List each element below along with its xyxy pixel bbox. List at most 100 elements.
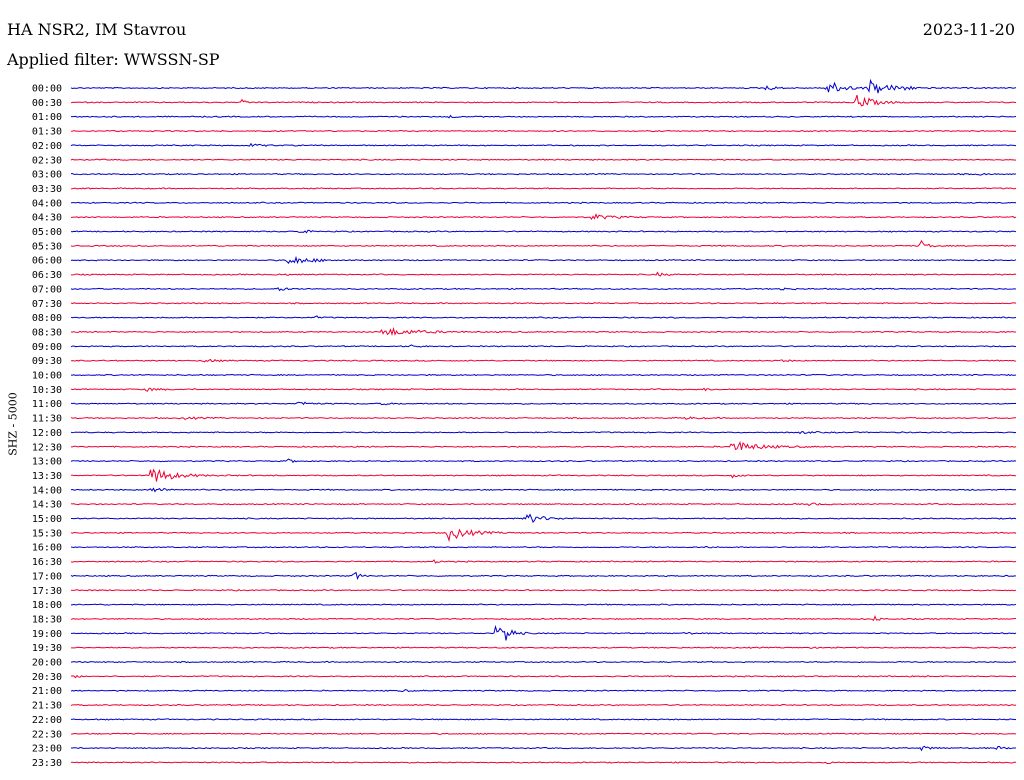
time-label-1530: 15:30 bbox=[32, 528, 62, 539]
trace-2130 bbox=[70, 703, 1017, 707]
trace-1500 bbox=[70, 513, 1017, 523]
time-label-1400: 14:00 bbox=[32, 485, 62, 496]
trace-1400 bbox=[70, 487, 1017, 493]
trace-0200 bbox=[70, 142, 1017, 147]
time-label-1100: 11:00 bbox=[32, 399, 62, 410]
station-title: HA NSR2, IM Stavrou bbox=[7, 20, 187, 39]
trace-0930 bbox=[70, 358, 1017, 363]
trace-1100 bbox=[70, 401, 1017, 406]
trace-0730 bbox=[70, 302, 1017, 305]
time-label-0230: 02:30 bbox=[32, 155, 62, 166]
time-label-1330: 13:30 bbox=[32, 471, 62, 482]
trace-0400 bbox=[70, 201, 1017, 204]
time-label-0030: 00:30 bbox=[32, 98, 62, 109]
time-label-2230: 22:30 bbox=[32, 729, 62, 740]
time-label-0000: 00:00 bbox=[32, 84, 62, 95]
trace-1830 bbox=[70, 615, 1017, 622]
trace-0430 bbox=[70, 213, 1017, 221]
trace-2100 bbox=[70, 689, 1017, 693]
time-label-2300: 23:00 bbox=[32, 744, 62, 755]
filter-label: Applied filter: WWSSN-SP bbox=[7, 50, 220, 69]
trace-2030 bbox=[70, 674, 1017, 679]
time-label-0900: 09:00 bbox=[32, 342, 62, 353]
time-label-1830: 18:30 bbox=[32, 614, 62, 625]
trace-1300 bbox=[70, 458, 1017, 464]
trace-0130 bbox=[70, 129, 1017, 133]
time-label-2200: 22:00 bbox=[32, 715, 62, 726]
trace-0830 bbox=[70, 326, 1016, 336]
time-label-1430: 14:30 bbox=[32, 500, 62, 511]
time-label-0830: 08:30 bbox=[32, 327, 62, 338]
trace-0330 bbox=[70, 187, 1017, 190]
time-label-1030: 10:30 bbox=[32, 385, 62, 396]
trace-0300 bbox=[70, 172, 1017, 176]
time-label-0330: 03:30 bbox=[32, 184, 62, 195]
time-label-1730: 17:30 bbox=[32, 586, 62, 597]
trace-1230 bbox=[70, 440, 1017, 451]
trace-0100 bbox=[70, 114, 1017, 119]
time-label-0500: 05:00 bbox=[32, 227, 62, 238]
trace-2200 bbox=[70, 718, 1017, 721]
trace-0600 bbox=[70, 255, 1017, 265]
trace-1130 bbox=[70, 416, 1017, 421]
trace-1000 bbox=[70, 373, 1017, 377]
time-label-0130: 01:30 bbox=[32, 127, 62, 138]
time-label-0930: 09:30 bbox=[32, 356, 62, 367]
trace-1200 bbox=[70, 430, 1017, 435]
time-label-1300: 13:00 bbox=[32, 457, 62, 468]
trace-0530 bbox=[70, 239, 1017, 248]
time-label-1600: 16:00 bbox=[32, 543, 62, 554]
time-label-1930: 19:30 bbox=[32, 643, 62, 654]
time-label-0800: 08:00 bbox=[32, 313, 62, 324]
trace-0630 bbox=[70, 271, 1017, 277]
time-label-2000: 20:00 bbox=[32, 658, 62, 669]
time-label-1900: 19:00 bbox=[32, 629, 62, 640]
trace-1530 bbox=[70, 528, 1017, 543]
time-label-0300: 03:00 bbox=[32, 170, 62, 181]
time-label-0200: 02:00 bbox=[32, 141, 62, 152]
trace-1330 bbox=[70, 468, 1017, 482]
time-label-0730: 07:30 bbox=[32, 299, 62, 310]
time-label-1000: 10:00 bbox=[32, 371, 62, 382]
trace-2330 bbox=[70, 761, 1017, 765]
time-label-1700: 17:00 bbox=[32, 571, 62, 582]
trace-1900 bbox=[70, 624, 1017, 641]
time-label-0400: 04:00 bbox=[32, 198, 62, 209]
trace-0030 bbox=[70, 94, 1017, 107]
time-label-2030: 20:30 bbox=[32, 672, 62, 683]
trace-0900 bbox=[70, 344, 1017, 348]
time-label-1130: 11:30 bbox=[32, 414, 62, 425]
trace-1430 bbox=[70, 502, 1017, 507]
time-label-0100: 01:00 bbox=[32, 112, 62, 123]
trace-0230 bbox=[70, 158, 1017, 161]
time-label-1630: 16:30 bbox=[32, 557, 62, 568]
trace-1630 bbox=[70, 559, 1017, 564]
time-label-0600: 06:00 bbox=[32, 256, 62, 267]
time-label-1230: 12:30 bbox=[32, 442, 62, 453]
time-label-0530: 05:30 bbox=[32, 241, 62, 252]
trace-1700 bbox=[70, 571, 1017, 580]
trace-0500 bbox=[70, 229, 1017, 234]
trace-0000 bbox=[70, 78, 1017, 94]
trace-2230 bbox=[70, 732, 1017, 735]
trace-1600 bbox=[70, 545, 1017, 549]
time-label-1800: 18:00 bbox=[32, 600, 62, 611]
time-label-2130: 21:30 bbox=[32, 701, 62, 712]
date-label: 2023-11-20 bbox=[922, 20, 1015, 39]
time-label-0430: 04:30 bbox=[32, 213, 62, 224]
time-label-0700: 07:00 bbox=[32, 284, 62, 295]
trace-0800 bbox=[70, 315, 1017, 319]
time-label-0630: 06:30 bbox=[32, 270, 62, 281]
trace-1730 bbox=[70, 589, 1017, 592]
time-label-2100: 21:00 bbox=[32, 686, 62, 697]
trace-1030 bbox=[70, 387, 1017, 392]
time-label-1500: 15:00 bbox=[32, 514, 62, 525]
trace-2000 bbox=[70, 660, 1017, 664]
time-label-1200: 12:00 bbox=[32, 428, 62, 439]
trace-2300 bbox=[71, 745, 1017, 752]
trace-1800 bbox=[70, 603, 1017, 606]
time-label-2330: 23:30 bbox=[32, 758, 62, 769]
trace-0700 bbox=[70, 287, 1017, 292]
trace-1930 bbox=[70, 646, 1017, 649]
